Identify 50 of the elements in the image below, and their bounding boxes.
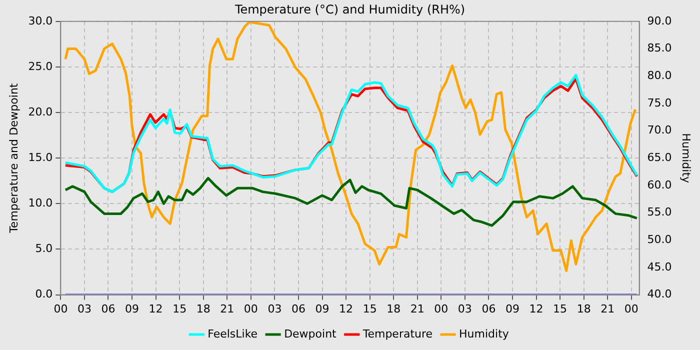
legend-label: Dewpoint: [284, 327, 338, 340]
x-tick-label: 18: [196, 302, 210, 316]
x-tick-label: 06: [482, 302, 496, 316]
x-tick-label: 03: [268, 302, 282, 316]
y2-tick-label: 50.0: [647, 232, 672, 246]
y2-tick-label: 85.0: [647, 42, 672, 55]
x-tick-label: 00: [54, 302, 68, 316]
y2-tick-label: 55.0: [647, 206, 672, 219]
x-tick-label: 21: [410, 302, 424, 316]
x-tick-label: 00: [434, 302, 448, 316]
y2-axis-title: Humidity: [680, 133, 693, 184]
y-tick-label: 20.0: [28, 105, 53, 118]
y2-tick-label: 60.0: [647, 178, 672, 192]
x-tick-label: 21: [220, 302, 234, 316]
y-tick-label: 5.0: [35, 242, 53, 256]
y2-tick-label: 75.0: [647, 96, 672, 110]
y2-tick-label: 65.0: [647, 150, 672, 164]
x-tick-label: 09: [505, 302, 520, 316]
x-tick-label: 03: [458, 302, 472, 316]
x-tick-label: 00: [244, 302, 258, 316]
y2-tick-label: 80.0: [647, 68, 672, 82]
y-tick-label: 25.0: [28, 60, 53, 73]
x-tick-label: 15: [362, 302, 377, 316]
y2-tick-label: 45.0: [647, 260, 672, 274]
x-tick-label: 12: [339, 302, 354, 316]
y-tick-label: 0.0: [35, 288, 53, 301]
legend-label: Temperature: [362, 327, 433, 340]
y-tick-label: 15.0: [28, 150, 53, 164]
x-tick-label: 06: [291, 302, 306, 316]
x-tick-label: 12: [529, 302, 544, 316]
x-tick-label: 15: [553, 302, 568, 316]
x-tick-label: 03: [77, 302, 92, 316]
x-tick-label: 12: [148, 302, 163, 316]
x-tick-label: 06: [101, 302, 116, 316]
legend-label: FeelsLike: [208, 327, 258, 340]
y-tick-label: 10.0: [28, 196, 53, 210]
legend-label: Humidity: [459, 327, 510, 340]
x-tick-label: 18: [386, 302, 401, 316]
y-axis-title: Temperature and Dewpoint: [7, 82, 20, 234]
x-tick-label: 18: [576, 302, 591, 316]
y-tick-label: 30.0: [28, 14, 53, 28]
x-tick-label: 00: [624, 302, 638, 316]
y2-tick-label: 70.0: [647, 124, 672, 137]
chart-title: Temperature (°C) and Humidity (RH%): [234, 2, 466, 16]
x-tick-label: 09: [315, 302, 330, 316]
y2-tick-label: 40.0: [647, 288, 672, 301]
y2-tick-label: 90.0: [647, 14, 672, 28]
x-tick-label: 21: [600, 302, 615, 316]
x-tick-label: 09: [125, 302, 140, 316]
x-tick-label: 15: [172, 302, 187, 316]
